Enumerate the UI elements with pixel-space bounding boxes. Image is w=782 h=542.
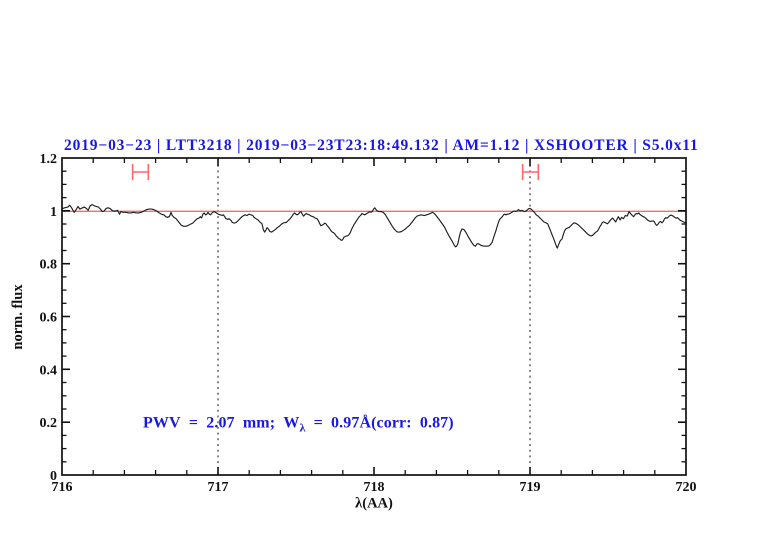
svg-text:0: 0 bbox=[50, 469, 57, 484]
svg-text:PWV = 2.07 mm; Wλ = 0.97: PWV = 2.07 mm; Wλ = 0.97Å(corr: 0.87) bbox=[143, 414, 454, 435]
svg-text:0.4: 0.4 bbox=[40, 363, 58, 378]
svg-text:1.2: 1.2 bbox=[40, 152, 58, 167]
svg-text:2019−03−23 | LTT3218 | 2019−03: 2019−03−23 | LTT3218 | 2019−03−23T23:18:… bbox=[64, 137, 699, 154]
svg-text:0.2: 0.2 bbox=[40, 416, 58, 431]
svg-text:719: 719 bbox=[520, 480, 541, 495]
svg-text:λ(AA): λ(AA) bbox=[355, 496, 393, 512]
svg-text:0.8: 0.8 bbox=[40, 258, 58, 273]
svg-text:1: 1 bbox=[50, 205, 57, 220]
svg-text:0.6: 0.6 bbox=[40, 311, 58, 326]
svg-text:720: 720 bbox=[676, 480, 697, 495]
svg-text:norm. flux: norm. flux bbox=[10, 284, 26, 350]
svg-text:718: 718 bbox=[364, 480, 385, 495]
svg-text:717: 717 bbox=[208, 480, 229, 495]
svg-text:716: 716 bbox=[52, 480, 73, 495]
